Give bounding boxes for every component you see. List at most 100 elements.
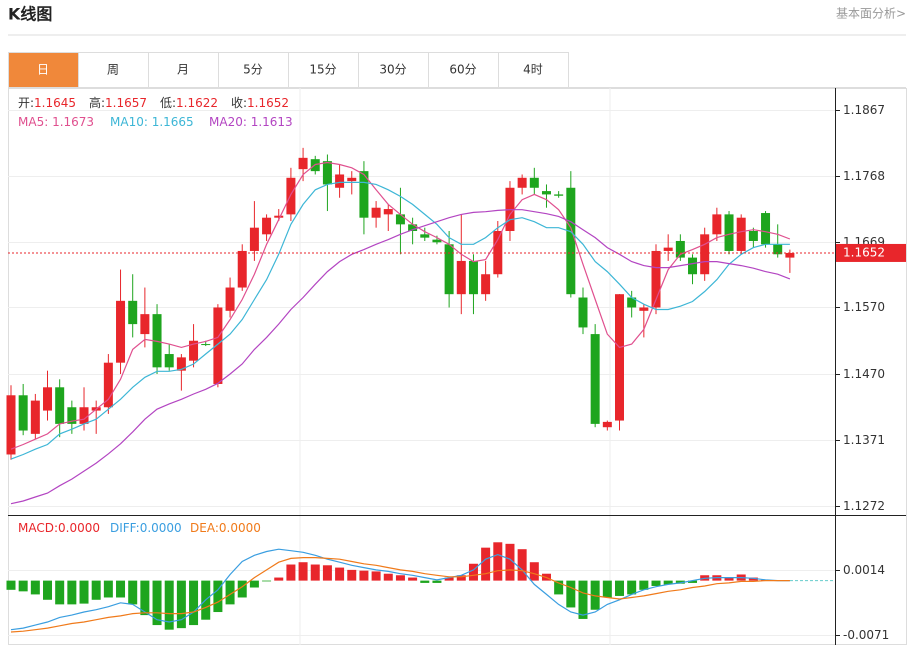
legend-value: 0.0000 [219, 521, 261, 535]
macd-bar [639, 580, 649, 590]
candle-body [103, 362, 113, 408]
macd-line [10, 548, 790, 631]
macd-bar [590, 580, 600, 610]
candle-body [529, 177, 539, 188]
tab-label[interactable]: 月 [177, 63, 189, 77]
readout-value: 1.1622 [176, 96, 218, 110]
candle-body [152, 314, 162, 368]
macd-bar [213, 580, 223, 613]
macd-bar [602, 580, 612, 598]
ma-line [10, 209, 791, 505]
candle-body [663, 247, 673, 251]
ma-legend: MA5: 1.1673 MA10: 1.1665 MA20: 1.1613 [18, 115, 293, 129]
candle-body [335, 174, 345, 188]
y-tick-label: 1.1768 [843, 169, 885, 183]
macd-bar [456, 575, 466, 581]
candle-body [55, 387, 65, 424]
readout-label: 收: [231, 96, 247, 110]
y-tick-label: 1.1272 [843, 499, 885, 513]
chart-frame [8, 88, 907, 645]
candle-body [30, 400, 40, 434]
y-tick-label: 0.0014 [843, 563, 885, 577]
candle-body [189, 340, 199, 361]
y-tick-label: 1.1570 [843, 300, 885, 314]
candle-body [712, 214, 722, 235]
macd-bar [55, 580, 65, 605]
candle-body [541, 191, 551, 195]
candle-body [444, 244, 454, 295]
macd-bar [79, 580, 89, 604]
candle-body [18, 395, 28, 431]
fundamental-link[interactable]: 基本面分析> [836, 7, 906, 21]
macd-bar [529, 562, 539, 581]
tab-label[interactable]: 周 [107, 63, 119, 77]
legend-value: 1.1665 [152, 115, 194, 129]
candle-body [274, 215, 284, 218]
candle-body [43, 387, 53, 411]
candle-body [395, 214, 405, 225]
macd-bar [6, 580, 16, 590]
candle-body [408, 224, 418, 231]
candle-body [116, 300, 126, 363]
macd-bar [554, 580, 564, 595]
ma-line [10, 161, 791, 450]
candle-body [651, 250, 661, 308]
macd-bar [468, 563, 478, 581]
macd-legend: MACD:0.0000 DIFF:0.0000 DEA:0.0000 [18, 521, 261, 535]
readout-value: 1.1645 [34, 96, 76, 110]
macd-bar [335, 567, 345, 581]
readout-label: 开: [18, 96, 34, 110]
candle-body [566, 187, 576, 295]
macd-bar [262, 580, 272, 582]
y-tick-label: -0.0071 [843, 628, 889, 642]
macd-bar [566, 580, 576, 608]
tab-label[interactable]: 15分 [309, 63, 336, 77]
candle-body [554, 194, 564, 196]
y-tick-label: 1.1371 [843, 433, 885, 447]
macd-bar [663, 580, 673, 585]
macd-bar [675, 580, 685, 584]
macd-bar [383, 573, 393, 581]
macd-bar [164, 580, 174, 630]
legend-value: 0.0000 [58, 521, 100, 535]
macd-bar [517, 549, 527, 581]
candle-body [359, 171, 369, 218]
macd-bar [651, 580, 661, 586]
candle-body [590, 334, 600, 424]
tab-label[interactable]: 5分 [243, 63, 263, 77]
candle-body [213, 307, 223, 384]
macd-bar [481, 547, 491, 581]
readout-label: 低: [160, 96, 176, 110]
macd-bar [176, 580, 186, 629]
macd-bar [128, 580, 138, 605]
tab[interactable] [498, 52, 569, 88]
legend-name: MA5: [18, 115, 52, 129]
macd-bar [140, 580, 150, 616]
macd-bar [91, 580, 101, 600]
tab-label[interactable]: 4时 [523, 63, 543, 77]
tab-label[interactable]: 60分 [449, 63, 476, 77]
readout-value: 1.1652 [247, 96, 289, 110]
candle-body [748, 230, 758, 241]
candle-body [639, 307, 649, 311]
candle-body [481, 274, 491, 295]
legend-value: 1.1673 [52, 115, 94, 129]
macd-bar [103, 580, 113, 598]
candle-body [578, 297, 588, 328]
tab[interactable] [78, 52, 149, 88]
candle-body [675, 240, 685, 258]
tab[interactable] [148, 52, 219, 88]
tab-label[interactable]: 30分 [379, 63, 406, 77]
candle-body [700, 234, 710, 275]
tab[interactable] [358, 52, 429, 88]
y-tick-label: 1.1867 [843, 103, 885, 117]
legend-value: 0.0000 [140, 521, 182, 535]
page-title: K线图 [8, 5, 52, 24]
candle-body [517, 177, 527, 188]
macd-bar [371, 571, 381, 581]
tab-label[interactable]: 日 [37, 63, 49, 77]
candle-body [347, 177, 357, 182]
candle-body [322, 161, 332, 185]
ma-line [10, 181, 790, 460]
